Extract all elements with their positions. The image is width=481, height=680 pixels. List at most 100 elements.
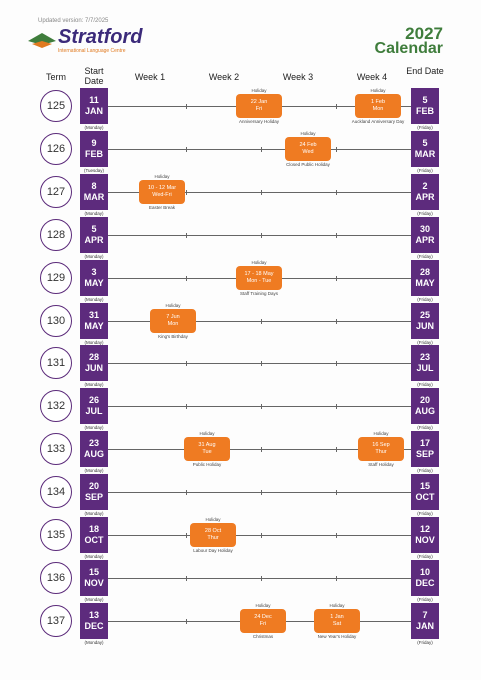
end-date: 2 APR (411, 173, 439, 210)
start-day: 3 (91, 266, 97, 277)
end-date: 30 APR (411, 216, 439, 253)
timeline (107, 577, 411, 579)
term-number: 132 (40, 390, 72, 423)
end-date: 5 FEB (411, 88, 439, 124)
start-date: 11 JAN (80, 88, 108, 124)
holiday-date: 1 Jan (330, 613, 344, 620)
end-date: 20 AUG (411, 388, 439, 425)
end-weekday: (Friday) (417, 125, 433, 130)
end-weekday: (Friday) (417, 554, 433, 559)
end-day: 2 (422, 180, 428, 191)
holiday-note: Staff Training Days (240, 290, 278, 296)
term-number: 134 (40, 476, 72, 509)
start-month: JAN (84, 106, 103, 116)
title: Calendar (374, 40, 443, 57)
holiday-day: Thur (207, 535, 219, 541)
start-date: 15 NOV (80, 559, 108, 596)
week-tick (186, 104, 187, 109)
end-weekday: (Friday) (417, 468, 433, 474)
week-tick (186, 618, 187, 624)
end-month: JUN (415, 320, 434, 331)
timeline (107, 234, 411, 236)
week-tick (186, 361, 187, 367)
timeline (107, 148, 411, 150)
week-tick (261, 232, 262, 238)
start-weekday: (Monday) (84, 382, 104, 388)
holiday: 24 Dec Fri (240, 608, 286, 633)
start-weekday: (Monday) (84, 468, 104, 474)
term-number: 131 (40, 347, 72, 380)
end-weekday: (Friday) (417, 596, 433, 602)
holiday-note: New Year's Holiday (317, 633, 357, 639)
week-tick (186, 189, 187, 195)
start-weekday: (Monday) (84, 425, 104, 431)
holiday-date: 28 Oct (204, 528, 222, 534)
holiday-date: 31 Aug (198, 442, 216, 449)
start-weekday: (Tuesday) (83, 167, 105, 173)
week-tick (261, 404, 262, 410)
start-header: Start Date (84, 66, 104, 86)
end-month: NOV (415, 535, 435, 545)
week-tick (336, 104, 337, 109)
week-tick (336, 146, 337, 152)
start-day: 8 (91, 180, 97, 191)
holiday-day: Mon (167, 320, 179, 327)
term-number: 125 (40, 90, 72, 122)
start-weekday: (Monday) (84, 511, 104, 517)
week-tick (336, 189, 337, 195)
holiday: 1 Jan Sat (314, 608, 360, 633)
end-month: JAN (415, 620, 434, 631)
holiday-date: 7 Jun (166, 313, 180, 320)
end-weekday: (Friday) (417, 382, 433, 388)
holiday-note: Easter Break (148, 204, 175, 210)
start-date: 9 FEB (80, 130, 108, 167)
holiday-date: 22 Jan (250, 99, 268, 105)
holiday-label: Holiday (370, 88, 386, 93)
holiday-note: Staff Holiday (368, 462, 394, 468)
holiday: 28 Oct Thur (190, 523, 236, 547)
end-month: FEB (416, 106, 434, 116)
end-day: 20 (419, 395, 430, 406)
end-date: 15 OCT (411, 474, 439, 511)
end-month: MAR (414, 148, 436, 159)
week-tick (261, 318, 262, 324)
holiday-label: Holiday (154, 173, 170, 179)
start-day: 9 (91, 137, 97, 148)
start-day: 18 (88, 524, 99, 534)
end-weekday: (Friday) (417, 511, 433, 517)
start-day: 28 (88, 352, 99, 363)
holiday-date: 10 - 12 Mar (147, 184, 177, 191)
end-day: 12 (419, 524, 430, 534)
holiday-date: 17 - 18 May (244, 270, 274, 277)
start-date: 23 AUG (80, 431, 108, 468)
holiday: 31 Aug Tue (184, 437, 230, 462)
holiday-note: Anniversary Holiday (238, 119, 280, 124)
start-day: 20 (88, 481, 99, 492)
holiday-note: Public Holiday (192, 462, 222, 468)
holiday-day: Mon (372, 106, 384, 112)
week-tick (261, 146, 262, 152)
holiday-note: Labour Day Holiday (193, 548, 233, 553)
week-tick (336, 575, 337, 581)
term-number: 137 (40, 604, 72, 637)
holiday-label: Holiday (165, 302, 181, 308)
start-date: 28 JUN (80, 345, 108, 382)
holiday: 24 Feb Wed (285, 136, 331, 161)
start-weekday: (Monday) (84, 554, 104, 559)
week-tick (186, 232, 187, 238)
start-weekday: (Monday) (84, 125, 104, 130)
end-month: AUG (415, 406, 435, 417)
start-month: JUL (85, 406, 103, 417)
end-day: 5 (422, 95, 428, 105)
holiday-label: Holiday (205, 517, 221, 522)
start-month: MAY (84, 320, 104, 331)
end-day: 17 (419, 438, 430, 449)
holiday-label: Holiday (251, 259, 267, 265)
logo-subtitle: International Language Centre (58, 48, 126, 54)
start-month: APR (84, 234, 104, 245)
week-header: Week 2 (208, 72, 240, 82)
week-tick (186, 404, 187, 410)
timeline (107, 191, 411, 193)
start-weekday: (Monday) (84, 596, 104, 602)
